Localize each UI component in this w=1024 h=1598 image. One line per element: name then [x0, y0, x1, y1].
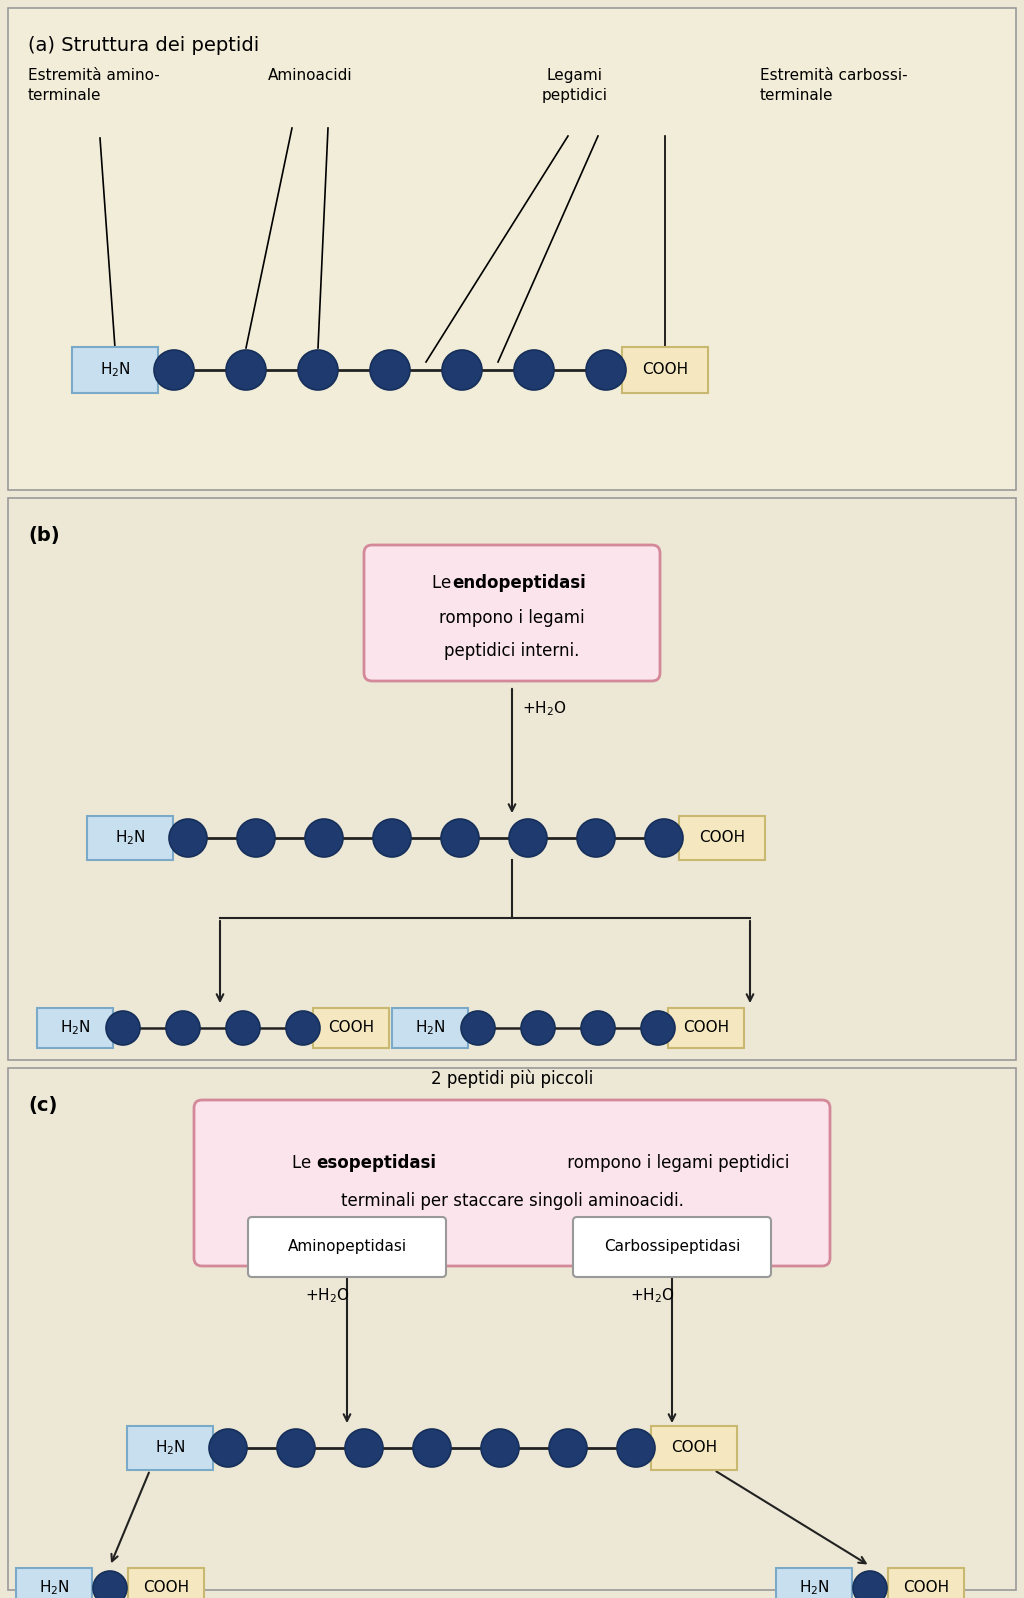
- Text: esopeptidasi: esopeptidasi: [316, 1154, 436, 1171]
- Circle shape: [441, 820, 479, 857]
- FancyBboxPatch shape: [622, 347, 708, 393]
- Circle shape: [345, 1429, 383, 1467]
- Text: COOH: COOH: [642, 363, 688, 377]
- FancyBboxPatch shape: [248, 1218, 446, 1277]
- FancyBboxPatch shape: [194, 1099, 830, 1266]
- Text: 2 peptidi più piccoli: 2 peptidi più piccoli: [431, 1071, 593, 1088]
- Circle shape: [154, 350, 194, 390]
- Text: $\rm H_2N$: $\rm H_2N$: [115, 829, 145, 847]
- Bar: [8, 499, 1016, 1059]
- Bar: [8, 1067, 1016, 1590]
- Circle shape: [581, 1012, 615, 1045]
- Circle shape: [286, 1012, 319, 1045]
- FancyBboxPatch shape: [16, 1568, 92, 1598]
- Text: COOH: COOH: [699, 831, 745, 845]
- Circle shape: [586, 350, 626, 390]
- Text: Carbossipeptidasi: Carbossipeptidasi: [604, 1240, 740, 1254]
- Circle shape: [278, 1429, 315, 1467]
- Circle shape: [413, 1429, 451, 1467]
- Circle shape: [93, 1571, 127, 1598]
- Text: $\rm H_2N$: $\rm H_2N$: [59, 1018, 90, 1037]
- FancyBboxPatch shape: [364, 545, 660, 681]
- Text: Aminoacidi: Aminoacidi: [267, 69, 352, 83]
- Circle shape: [373, 820, 411, 857]
- Text: rompono i legami: rompono i legami: [439, 609, 585, 626]
- Circle shape: [481, 1429, 519, 1467]
- Circle shape: [645, 820, 683, 857]
- Circle shape: [461, 1012, 495, 1045]
- Circle shape: [106, 1012, 140, 1045]
- Text: Le: Le: [292, 1154, 316, 1171]
- Text: $\rm H_2N$: $\rm H_2N$: [799, 1579, 829, 1598]
- Circle shape: [226, 350, 266, 390]
- Text: endopeptidasi: endopeptidasi: [452, 574, 586, 591]
- Text: Le: Le: [432, 574, 457, 591]
- Text: COOH: COOH: [671, 1440, 717, 1456]
- FancyBboxPatch shape: [127, 1425, 213, 1470]
- Circle shape: [617, 1429, 655, 1467]
- Text: rompono i legami peptidici: rompono i legami peptidici: [562, 1154, 790, 1171]
- FancyBboxPatch shape: [72, 347, 158, 393]
- FancyBboxPatch shape: [776, 1568, 852, 1598]
- Text: $\rm H_2N$: $\rm H_2N$: [39, 1579, 70, 1598]
- FancyBboxPatch shape: [668, 1008, 744, 1048]
- FancyBboxPatch shape: [87, 817, 173, 860]
- FancyBboxPatch shape: [651, 1425, 737, 1470]
- Circle shape: [169, 820, 207, 857]
- FancyBboxPatch shape: [888, 1568, 964, 1598]
- Text: Estremità carbossi-
terminale: Estremità carbossi- terminale: [760, 69, 907, 102]
- FancyBboxPatch shape: [128, 1568, 204, 1598]
- Text: Aminopeptidasi: Aminopeptidasi: [288, 1240, 407, 1254]
- Circle shape: [577, 820, 615, 857]
- Text: COOH: COOH: [683, 1021, 729, 1036]
- FancyBboxPatch shape: [679, 817, 765, 860]
- Circle shape: [298, 350, 338, 390]
- Text: Legami
peptidici: Legami peptidici: [542, 69, 608, 102]
- Bar: [8, 8, 1016, 491]
- Text: COOH: COOH: [328, 1021, 374, 1036]
- Circle shape: [166, 1012, 200, 1045]
- FancyBboxPatch shape: [573, 1218, 771, 1277]
- FancyBboxPatch shape: [392, 1008, 468, 1048]
- Circle shape: [305, 820, 343, 857]
- Circle shape: [514, 350, 554, 390]
- Text: (b): (b): [28, 526, 59, 545]
- Text: COOH: COOH: [903, 1580, 949, 1595]
- Circle shape: [442, 350, 482, 390]
- Circle shape: [226, 1012, 260, 1045]
- Text: terminali per staccare singoli aminoacidi.: terminali per staccare singoli aminoacid…: [341, 1192, 683, 1210]
- Circle shape: [237, 820, 275, 857]
- Circle shape: [853, 1571, 887, 1598]
- Circle shape: [370, 350, 410, 390]
- Text: $+\mathregular{H_2O}$: $+\mathregular{H_2O}$: [630, 1286, 675, 1306]
- Text: peptidici interni.: peptidici interni.: [444, 642, 580, 660]
- FancyBboxPatch shape: [313, 1008, 389, 1048]
- Circle shape: [641, 1012, 675, 1045]
- Text: (a) Struttura dei peptidi: (a) Struttura dei peptidi: [28, 37, 259, 54]
- Text: $\rm H_2N$: $\rm H_2N$: [415, 1018, 445, 1037]
- Text: COOH: COOH: [143, 1580, 189, 1595]
- Circle shape: [509, 820, 547, 857]
- Text: $\rm H_2N$: $\rm H_2N$: [155, 1438, 185, 1457]
- Circle shape: [521, 1012, 555, 1045]
- Text: $+\mathregular{H_2O}$: $+\mathregular{H_2O}$: [304, 1286, 349, 1306]
- FancyBboxPatch shape: [37, 1008, 113, 1048]
- Text: (c): (c): [28, 1096, 57, 1115]
- Text: $+\mathregular{H_2O}$: $+\mathregular{H_2O}$: [522, 700, 566, 719]
- Text: $\rm H_2N$: $\rm H_2N$: [99, 361, 130, 379]
- Circle shape: [549, 1429, 587, 1467]
- Circle shape: [209, 1429, 247, 1467]
- Text: Estremità amino-
terminale: Estremità amino- terminale: [28, 69, 160, 102]
